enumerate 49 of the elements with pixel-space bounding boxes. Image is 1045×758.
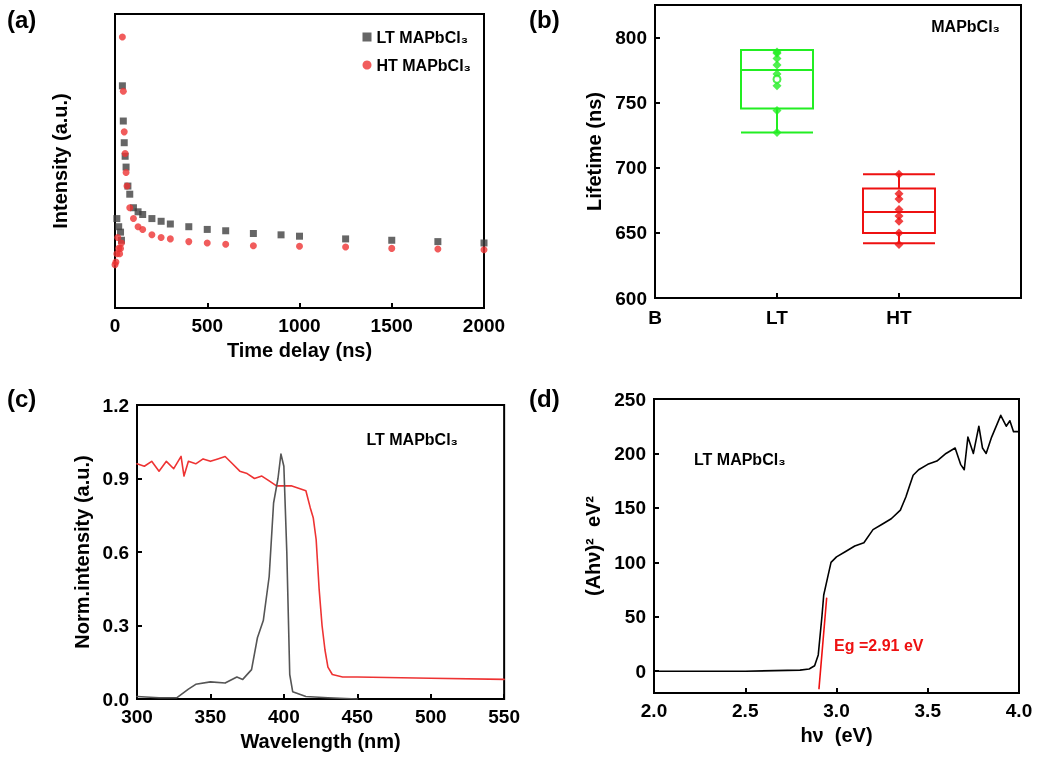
x-axis-title: Time delay (ns) bbox=[226, 338, 373, 361]
y-tick-label: 750 bbox=[615, 92, 647, 114]
x-tick-label: 1500 bbox=[370, 315, 413, 336]
x-tick-label: 550 bbox=[488, 706, 520, 727]
annotation: LT MAPbCl₃ bbox=[694, 450, 786, 468]
y-tick-label: 0.6 bbox=[102, 541, 129, 563]
x-tick-label: 500 bbox=[191, 315, 224, 336]
x-axis-title: Wavelength (nm) bbox=[240, 729, 401, 752]
y-tick-label: 650 bbox=[615, 222, 647, 244]
y-tick-label: 800 bbox=[615, 27, 647, 49]
chart-title: (c) bbox=[7, 384, 37, 412]
y-tick-label: 600 bbox=[615, 287, 647, 309]
y-tick-label: 200 bbox=[614, 442, 646, 464]
x-tick-label: 400 bbox=[268, 706, 300, 727]
x-tick-label: LT bbox=[766, 307, 789, 328]
y-tick-label: 0.3 bbox=[102, 615, 129, 636]
x-tick-label: 4.0 bbox=[1005, 700, 1033, 721]
x-tick-label: 2000 bbox=[462, 315, 506, 336]
y-tick-label: 250 bbox=[614, 388, 646, 410]
y-axis-title: (Ahν)² eV² bbox=[582, 495, 605, 596]
x-tick-label: 1000 bbox=[278, 315, 321, 336]
x-tick-label: 500 bbox=[414, 706, 447, 727]
chart-title: (d) bbox=[529, 384, 560, 412]
legend-label: LT MAPbCl₃ bbox=[376, 28, 469, 46]
x-tick-label: 2.5 bbox=[732, 700, 759, 721]
y-axis-title: Lifetime (ns) bbox=[583, 92, 606, 211]
annotation: MAPbCl₃ bbox=[931, 17, 1001, 35]
x-tick-label: 3.5 bbox=[914, 700, 942, 721]
y-tick-label: 100 bbox=[614, 551, 646, 573]
y-axis-title: Intensity (a.u.) bbox=[49, 93, 71, 229]
y-tick-label: 1.2 bbox=[102, 394, 129, 416]
y-axis-title: Norm.intensity (a.u.) bbox=[70, 455, 93, 649]
annotation: LT MAPbCl₃ bbox=[366, 430, 458, 448]
y-tick-label: 0 bbox=[635, 660, 646, 682]
annotation: Eg =2.91 eV bbox=[834, 636, 924, 654]
y-tick-label: 700 bbox=[615, 157, 647, 179]
x-tick-label: 2.0 bbox=[640, 700, 668, 721]
x-tick-label: 450 bbox=[341, 706, 374, 727]
x-tick-label: B bbox=[648, 307, 662, 328]
x-tick-label: 3.0 bbox=[823, 700, 850, 721]
y-tick-label: 150 bbox=[614, 497, 646, 519]
chart-title: (b) bbox=[529, 5, 560, 33]
x-tick-label: HT bbox=[886, 307, 913, 328]
x-tick-label: 350 bbox=[194, 706, 227, 727]
y-tick-label: 0.9 bbox=[102, 468, 129, 489]
legend-label: HT MAPbCl₃ bbox=[376, 56, 471, 74]
chart-title: (a) bbox=[7, 5, 37, 33]
x-axis-title: hν (eV) bbox=[800, 723, 873, 746]
y-tick-label: 50 bbox=[624, 606, 646, 628]
